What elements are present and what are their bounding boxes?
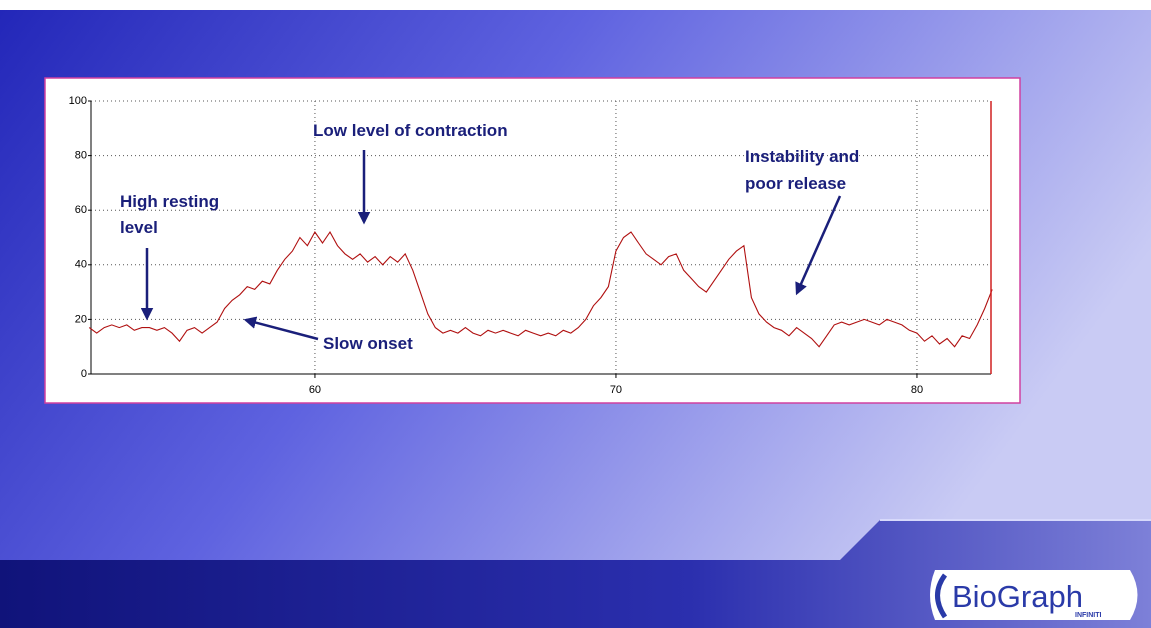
logo-swoosh [935, 573, 948, 619]
arrow [795, 195, 842, 296]
top-strip [0, 0, 1151, 10]
signal-line [88, 230, 993, 348]
y-tick-label: 20 [75, 313, 87, 325]
plot: 0 20 40 60 80 100 60 70 80 [69, 95, 993, 396]
annotation: Instability and [745, 147, 859, 166]
x-tick-label: 60 [309, 384, 321, 396]
annotations: High resting level Low level of contract… [120, 121, 859, 353]
logo-name: BioGraph [952, 579, 1083, 614]
logo: BioGraph INFINITI [930, 570, 1138, 620]
y-tick-label: 80 [75, 150, 87, 162]
x-tick-label: 70 [610, 384, 622, 396]
y-tick-label: 60 [75, 204, 87, 216]
x-tick-label: 80 [911, 384, 923, 396]
y-tick-label: 0 [81, 368, 87, 380]
annotation: Low level of contraction [313, 121, 508, 140]
annotation: level [120, 218, 158, 237]
bottom-band [0, 520, 1151, 628]
annotation: poor release [745, 174, 846, 193]
logo-subtitle: INFINITI [1075, 612, 1101, 619]
chart-panel [44, 77, 1021, 404]
annotation: Slow onset [323, 334, 413, 353]
y-tick-label: 100 [69, 95, 87, 107]
annotation: High resting [120, 192, 219, 211]
arrow [243, 316, 319, 341]
logo-badge [930, 570, 1138, 620]
y-tick-label: 40 [75, 259, 87, 271]
